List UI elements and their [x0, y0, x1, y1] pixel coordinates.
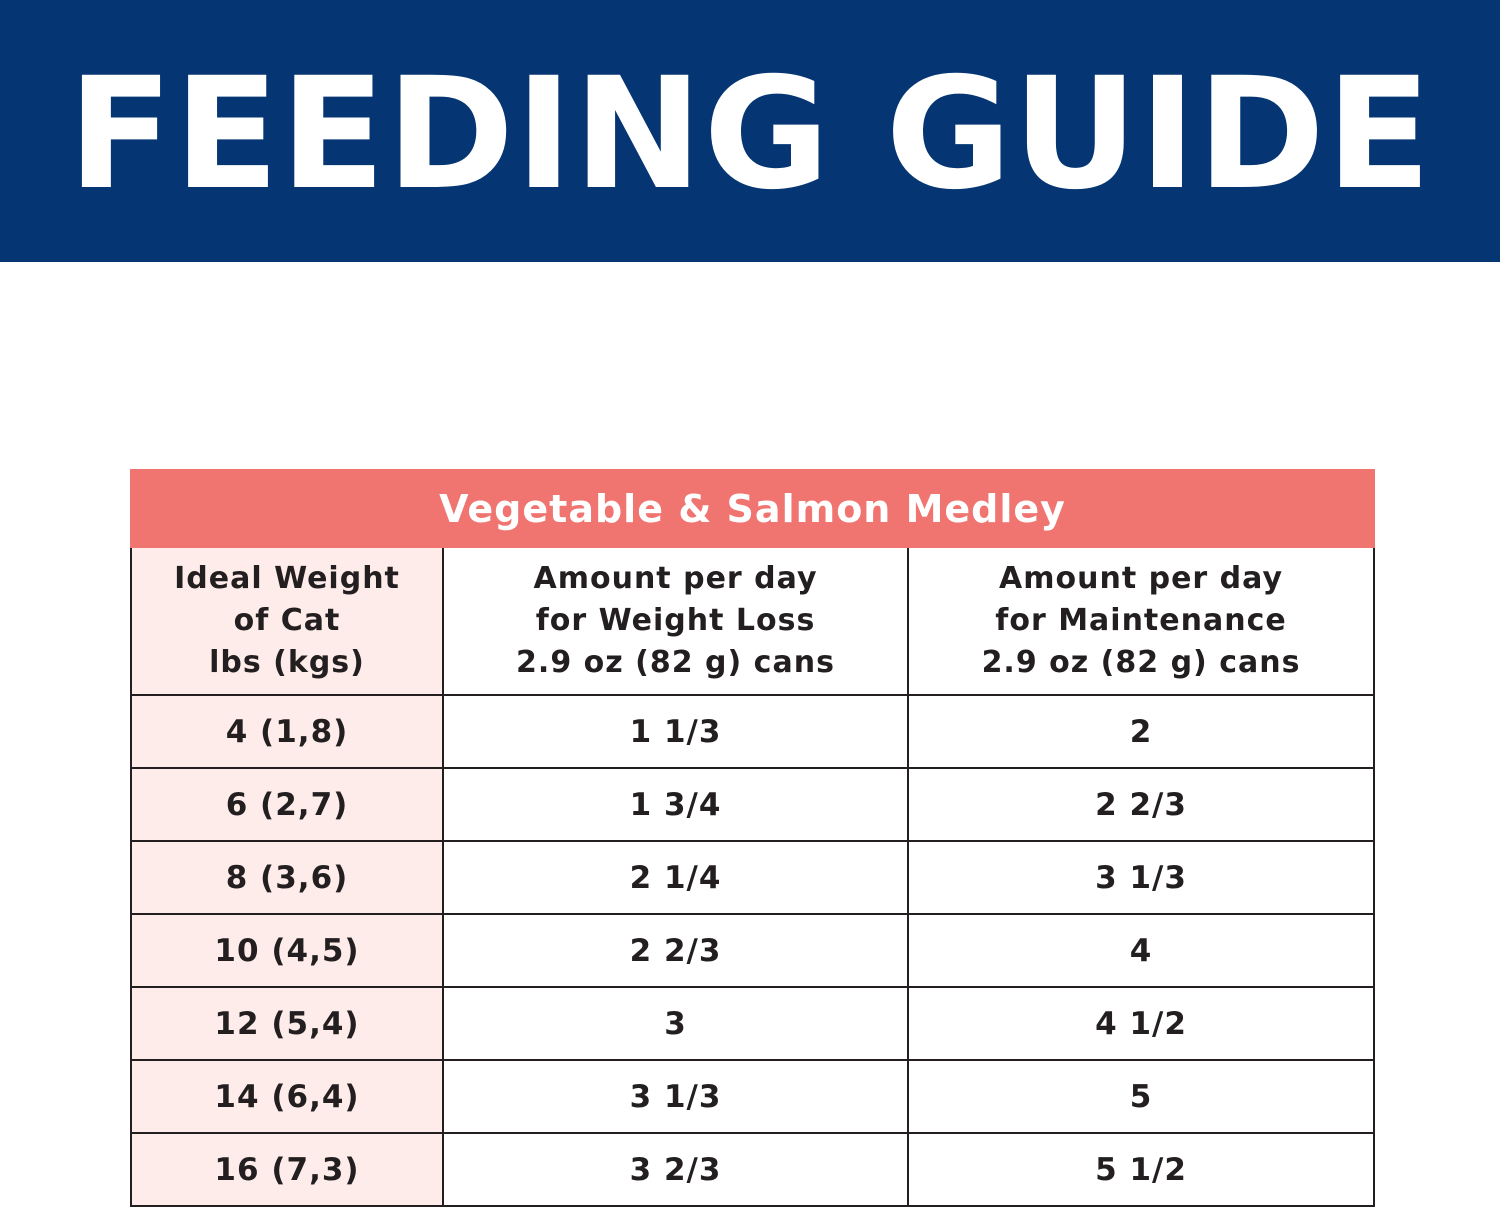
- column-header-line: Ideal Weight: [174, 561, 400, 596]
- cell-weight: 16 (7,3): [130, 1132, 444, 1207]
- cell-weight-loss: 1 3/4: [442, 767, 909, 842]
- cell-maintenance: 4 1/2: [906, 986, 1376, 1061]
- column-header-maintenance: Amount per day for Maintenance 2.9 oz (8…: [906, 546, 1376, 696]
- table-row: 16 (7,3) 3 2/3 5 1/2: [130, 1132, 1376, 1207]
- cell-weight-loss: 2 2/3: [442, 913, 909, 988]
- table-row: 8 (3,6) 2 1/4 3 1/3: [130, 840, 1376, 915]
- table-row: 14 (6,4) 3 1/3 5: [130, 1059, 1376, 1134]
- table-row: 12 (5,4) 3 4 1/2: [130, 986, 1376, 1061]
- cell-maintenance: 5: [906, 1059, 1376, 1134]
- table-row: 10 (4,5) 2 2/3 4: [130, 913, 1376, 988]
- cell-weight-loss: 1 1/3: [442, 694, 909, 769]
- cell-weight: 12 (5,4): [130, 986, 444, 1061]
- column-header-line: 2.9 oz (82 g) cans: [516, 645, 835, 680]
- cell-weight: 10 (4,5): [130, 913, 444, 988]
- cell-weight-loss: 3 1/3: [442, 1059, 909, 1134]
- feeding-table-container: Vegetable & Salmon Medley Ideal Weight o…: [129, 469, 1376, 1207]
- cell-weight-loss: 3 2/3: [442, 1132, 909, 1207]
- column-header-line: for Weight Loss: [535, 603, 816, 638]
- column-header-line: lbs (kgs): [209, 645, 365, 680]
- cell-weight-loss: 2 1/4: [442, 840, 909, 915]
- column-header-line: 2.9 oz (82 g) cans: [981, 645, 1301, 680]
- feeding-table: Vegetable & Salmon Medley Ideal Weight o…: [129, 469, 1376, 1207]
- table-caption-row: Vegetable & Salmon Medley: [129, 469, 1376, 548]
- table-header-row: Ideal Weight of Cat lbs (kgs) Amount per…: [130, 546, 1376, 696]
- cell-weight: 6 (2,7): [130, 767, 444, 842]
- table-row: 6 (2,7) 1 3/4 2 2/3: [130, 767, 1376, 842]
- column-header-weight-loss: Amount per day for Weight Loss 2.9 oz (8…: [442, 546, 909, 696]
- cell-weight-loss: 3: [442, 986, 909, 1061]
- header-banner: FEEDING GUIDE: [0, 0, 1500, 262]
- column-header-line: of Cat: [233, 603, 341, 638]
- cell-maintenance: 2 2/3: [906, 767, 1376, 842]
- column-header-line: for Maintenance: [995, 603, 1287, 638]
- column-header-line: Amount per day: [533, 561, 818, 596]
- cell-weight: 8 (3,6): [130, 840, 444, 915]
- column-header-weight: Ideal Weight of Cat lbs (kgs): [130, 546, 444, 696]
- table-caption: Vegetable & Salmon Medley: [129, 469, 1376, 548]
- cell-maintenance: 5 1/2: [906, 1132, 1376, 1207]
- column-header-line: Amount per day: [999, 561, 1284, 596]
- cell-weight: 4 (1,8): [130, 694, 444, 769]
- table-row: 4 (1,8) 1 1/3 2: [130, 694, 1376, 769]
- cell-maintenance: 3 1/3: [906, 840, 1376, 915]
- cell-maintenance: 2: [906, 694, 1376, 769]
- cell-maintenance: 4: [906, 913, 1376, 988]
- page-title: FEEDING GUIDE: [67, 45, 1433, 224]
- cell-weight: 14 (6,4): [130, 1059, 444, 1134]
